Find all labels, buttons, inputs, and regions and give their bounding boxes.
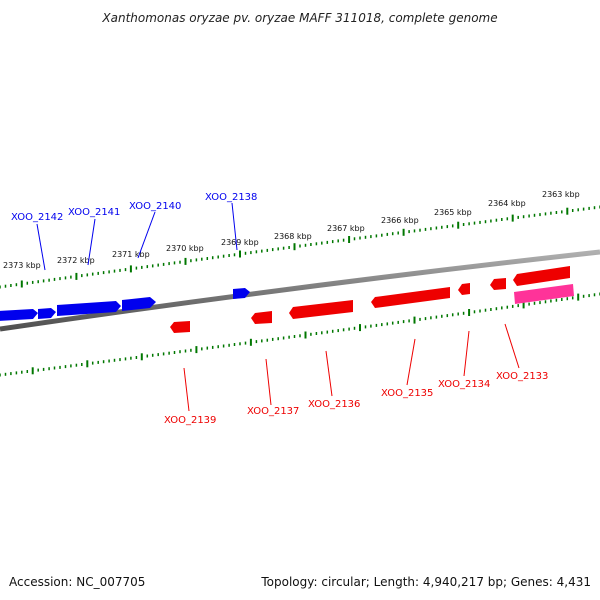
gene-label-leader <box>325 350 333 397</box>
map-title: Xanthomonas oryzae pv. oryzae MAFF 31101… <box>101 11 497 25</box>
genome-backbone <box>0 249 600 332</box>
scale-label: 2363 kbp <box>542 190 580 199</box>
gene-arrow[interactable] <box>289 300 353 319</box>
scale-label: 2364 kbp <box>488 199 526 208</box>
inner-scale-ticks <box>0 292 600 377</box>
gene-label-leader <box>183 367 190 412</box>
gene-arrow[interactable] <box>513 266 570 286</box>
gene-label-leader <box>265 358 272 406</box>
gene-arrow[interactable] <box>490 278 506 290</box>
scale-label: 2373 kbp <box>3 261 41 270</box>
scale-label: 2370 kbp <box>166 244 204 253</box>
gene-label-leader <box>231 202 238 251</box>
gene-label[interactable]: XOO_2134 <box>438 379 490 390</box>
scale-label: 2369 kbp <box>221 238 259 247</box>
gene-arrow[interactable] <box>0 309 38 321</box>
scale-label: 2371 kbp <box>112 250 150 259</box>
gene-label[interactable]: XOO_2133 <box>496 371 548 382</box>
gene-label-leader <box>36 223 46 271</box>
gene-label[interactable]: XOO_2140 <box>129 201 181 212</box>
gene-arrow[interactable] <box>514 284 574 304</box>
gene-arrow[interactable] <box>251 311 272 324</box>
gene-label[interactable]: XOO_2135 <box>381 388 433 399</box>
scale-label: 2366 kbp <box>381 216 419 225</box>
scale-labels: 2373 kbp 2372 kbp 2371 kbp 2370 kbp 2369… <box>3 190 580 270</box>
gene-label[interactable]: XOO_2136 <box>308 399 360 410</box>
accession-text: Accession: NC_007705 <box>9 575 145 589</box>
gene-label-leader <box>87 218 96 266</box>
reverse-strand-genes <box>170 266 574 333</box>
gene-arrow[interactable] <box>57 301 121 316</box>
gene-label-leader <box>504 323 520 369</box>
gene-label[interactable]: XOO_2141 <box>68 207 120 218</box>
gene-label[interactable]: XOO_2137 <box>247 406 299 417</box>
scale-label: 2372 kbp <box>57 256 95 265</box>
scale-label: 2367 kbp <box>327 224 365 233</box>
reverse-gene-labels: XOO_2139 XOO_2137 XOO_2136 XOO_2135 XOO_… <box>164 323 548 426</box>
scale-label: 2368 kbp <box>274 232 312 241</box>
scale-label: 2365 kbp <box>434 208 472 217</box>
gene-label[interactable]: XOO_2138 <box>205 192 257 203</box>
gene-label-leader <box>463 330 470 377</box>
gene-label-leader <box>406 338 416 386</box>
gene-arrow[interactable] <box>233 288 250 299</box>
topology-text: Topology: circular; Length: 4,940,217 bp… <box>260 575 591 589</box>
gene-label-leader <box>137 211 156 259</box>
gene-label[interactable]: XOO_2139 <box>164 415 216 426</box>
forward-strand-genes <box>0 288 250 321</box>
gene-arrow[interactable] <box>38 308 56 319</box>
gene-arrow[interactable] <box>371 287 450 308</box>
forward-gene-labels: XOO_2142 XOO_2141 XOO_2140 XOO_2138 <box>11 192 257 271</box>
gene-label[interactable]: XOO_2142 <box>11 212 63 223</box>
gene-arrow[interactable] <box>458 283 470 295</box>
gene-arrow[interactable] <box>122 297 156 311</box>
outer-scale-ticks <box>0 205 600 289</box>
gene-arrow[interactable] <box>170 321 190 333</box>
